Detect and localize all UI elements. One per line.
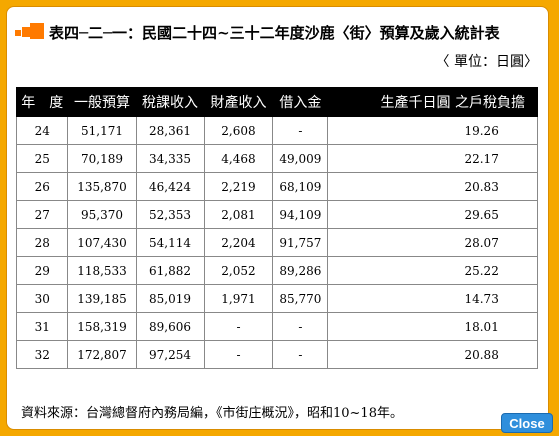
table-cell: - <box>203 312 274 341</box>
column-header: 稅課收入 <box>135 87 205 117</box>
table-cell: 46,424 <box>135 172 205 201</box>
table-body: 24 51,171 28,361 2,608-19.26 25 70,189 34,335 4… <box>15 116 538 369</box>
table-cell: 2,081 <box>203 200 274 229</box>
table-cell: 68,109 <box>272 172 329 201</box>
table-cell: 22.17 <box>327 144 538 173</box>
column-header: 財產收入 <box>203 87 274 117</box>
unit-label: 〈 單位：日圓〉 <box>435 54 538 70</box>
table-cell: 29 <box>15 256 69 285</box>
table-cell: 24 <box>15 116 69 145</box>
table-cell: 14.73 <box>327 284 538 313</box>
table-row: 28 107,430 54,114 2,204 91,757 28.07 <box>15 228 538 257</box>
table-cell: 26 <box>15 172 69 201</box>
table-cell: 97,254 <box>135 340 205 369</box>
table-row: 27 95,370 52,353 2,081 94,109 29.65 <box>15 200 538 229</box>
close-button[interactable]: Close <box>501 413 553 433</box>
table-cell: 28,361 <box>135 116 205 145</box>
table-cell: 139,185 <box>67 284 137 313</box>
table-row: 24 51,171 28,361 2,608-19.26 <box>15 116 538 145</box>
table-cell: - <box>203 340 274 369</box>
table-cell: 1,971 <box>203 284 274 313</box>
table-cell: 135,870 <box>67 172 137 201</box>
table-cell: 2,608 <box>203 116 274 145</box>
orange-blocks-icon <box>15 23 45 41</box>
table-row: 32 172,807 97,254- -20.88 <box>15 340 538 369</box>
table-cell: 29.65 <box>327 200 538 229</box>
statistics-table: 年 度一般預算 稅課收入 財產收入 借入金 生產千日圓 之戶稅負擔 24 51,171 28… <box>15 87 538 369</box>
table-cell: - <box>272 340 329 369</box>
table-cell: 91,757 <box>272 228 329 257</box>
table-cell: 49,009 <box>272 144 329 173</box>
table-cell: 89,606 <box>135 312 205 341</box>
table-row: 29 118,533 61,882 2,052 89,286 25.22 <box>15 256 538 285</box>
table-cell: 28.07 <box>327 228 538 257</box>
table-cell: 20.83 <box>327 172 538 201</box>
table-cell: 27 <box>15 200 69 229</box>
table-cell: 18.01 <box>327 312 538 341</box>
table-cell: 51,171 <box>67 116 137 145</box>
table-cell: 20.88 <box>327 340 538 369</box>
table-cell: 34,335 <box>135 144 205 173</box>
table-cell: 172,807 <box>67 340 137 369</box>
table-cell: 158,319 <box>67 312 137 341</box>
table-cell: - <box>272 116 329 145</box>
table-cell: 94,109 <box>272 200 329 229</box>
table-cell: 28 <box>15 228 69 257</box>
column-header: 年 度 <box>15 87 69 117</box>
table-cell: 2,219 <box>203 172 274 201</box>
table-cell: 85,770 <box>272 284 329 313</box>
table-cell: 89,286 <box>272 256 329 285</box>
table-cell: 19.26 <box>327 116 538 145</box>
table-cell: 25 <box>15 144 69 173</box>
table-title: 表四─二─一：民國二十四~三十二年度沙鹿〈街〉預算及歲入統計表 <box>49 23 500 42</box>
table-cell: 118,533 <box>67 256 137 285</box>
table-cell: 85,019 <box>135 284 205 313</box>
table-cell: 25.22 <box>327 256 538 285</box>
table-cell: 4,468 <box>203 144 274 173</box>
table-cell: 31 <box>15 312 69 341</box>
table-row: 30 139,185 85,019 1,971 85,770 14.73 <box>15 284 538 313</box>
title-row: 表四─二─一：民國二十四~三十二年度沙鹿〈街〉預算及歲入統計表 <box>15 21 500 43</box>
source-note: 資料來源：台灣總督府內務局編，《市街庄概況》，昭和10~18年。 <box>21 406 403 421</box>
table-cell: 95,370 <box>67 200 137 229</box>
column-header: 借入金 <box>272 87 329 117</box>
table-cell: 107,430 <box>67 228 137 257</box>
table-cell: - <box>272 312 329 341</box>
table-row: 26 135,870 46,424 2,219 68,109 20.83 <box>15 172 538 201</box>
table-cell: 2,204 <box>203 228 274 257</box>
column-header: 一般預算 <box>67 87 137 117</box>
table-cell: 52,353 <box>135 200 205 229</box>
table-row: 31 158,319 89,606- -18.01 <box>15 312 538 341</box>
table-cell: 2,052 <box>203 256 274 285</box>
table-cell: 61,882 <box>135 256 205 285</box>
content-panel: 表四─二─一：民國二十四~三十二年度沙鹿〈街〉預算及歲入統計表 〈 單位：日圓〉… <box>6 6 549 430</box>
table-cell: 30 <box>15 284 69 313</box>
table-row: 25 70,189 34,335 4,468 49,009 22.17 <box>15 144 538 173</box>
column-header: 生產千日圓 之戶稅負擔 <box>327 87 538 117</box>
table-header-row: 年 度一般預算 稅課收入 財產收入 借入金 生產千日圓 之戶稅負擔 <box>15 87 538 117</box>
table-cell: 32 <box>15 340 69 369</box>
table-cell: 54,114 <box>135 228 205 257</box>
table-cell: 70,189 <box>67 144 137 173</box>
